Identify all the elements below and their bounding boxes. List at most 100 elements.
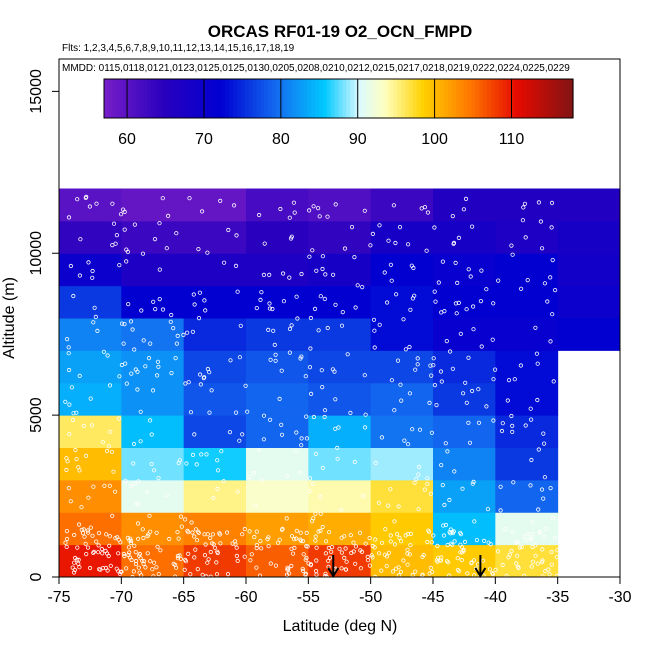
- sample-point: [535, 361, 540, 366]
- sample-point: [323, 551, 328, 556]
- sample-point: [289, 323, 294, 328]
- sample-point: [466, 267, 471, 272]
- sample-point: [484, 287, 489, 292]
- sample-point: [294, 430, 299, 435]
- heatmap-cell: [370, 188, 434, 222]
- sample-point: [101, 349, 107, 354]
- heatmap-cell: [246, 415, 309, 448]
- sample-point: [268, 357, 273, 362]
- sample-point: [348, 532, 353, 538]
- colorbar-swatch: [291, 79, 297, 118]
- sample-point: [218, 198, 223, 203]
- sample-point: [503, 526, 508, 532]
- sample-point: [63, 399, 68, 404]
- sample-point: [432, 382, 437, 388]
- sample-point: [311, 204, 316, 209]
- colorbar-swatch: [279, 79, 285, 118]
- heatmap-cell: [121, 253, 185, 287]
- colorbar-swatch: [123, 79, 129, 118]
- sample-point: [292, 536, 297, 542]
- sample-point: [431, 363, 436, 368]
- flights-label: Flts: 1,2,3,4,5,6,7,8,9,10,11,12,13,14,1…: [62, 43, 295, 54]
- heatmap-cell: [246, 382, 309, 416]
- x-tick-label: -55: [297, 589, 320, 606]
- sample-point: [104, 448, 110, 453]
- sample-point: [73, 447, 78, 453]
- sample-point: [536, 447, 541, 452]
- sample-point: [65, 336, 70, 342]
- sample-point: [413, 569, 418, 574]
- sample-point: [319, 368, 324, 373]
- heatmap-cell: [433, 318, 496, 351]
- sample-point: [552, 287, 558, 293]
- sample-point: [518, 363, 524, 368]
- colorbar-swatch: [416, 79, 422, 118]
- sample-point: [177, 553, 182, 558]
- sample-point: [271, 328, 276, 333]
- heatmap-cell: [59, 447, 122, 481]
- sample-point: [314, 268, 319, 273]
- sample-point: [369, 553, 374, 558]
- sample-point: [554, 573, 560, 579]
- sample-point: [538, 219, 544, 224]
- sample-point: [190, 530, 195, 535]
- sample-point: [478, 298, 483, 304]
- sample-point: [549, 200, 555, 205]
- sample-point: [124, 381, 129, 386]
- sample-point: [205, 366, 210, 372]
- sample-point: [110, 513, 115, 518]
- sample-point: [280, 271, 286, 276]
- sample-point: [402, 438, 407, 443]
- sample-point: [123, 361, 128, 366]
- sample-point: [339, 566, 344, 571]
- sample-point: [267, 306, 272, 311]
- colorbar-swatch: [420, 79, 426, 118]
- sample-point: [72, 532, 77, 538]
- colorbar-frame: [103, 78, 574, 119]
- sample-point: [325, 325, 330, 331]
- colorbar-swatch: [174, 79, 179, 118]
- sample-point: [458, 550, 463, 555]
- heatmap-cell: [246, 285, 309, 319]
- sample-point: [272, 342, 277, 347]
- colorbar-swatch: [393, 79, 398, 118]
- sample-point: [335, 456, 340, 461]
- sample-point: [509, 548, 514, 554]
- sample-point: [109, 449, 115, 454]
- colorbar-swatch: [518, 79, 523, 118]
- sample-point: [145, 551, 150, 556]
- sample-point: [509, 243, 514, 248]
- heatmap-cell: [370, 285, 434, 319]
- sample-point: [420, 554, 425, 559]
- sample-point: [468, 274, 473, 279]
- colorbar-swatch: [506, 79, 512, 118]
- sample-point: [291, 200, 296, 205]
- sample-point: [65, 459, 70, 464]
- sample-point: [106, 444, 112, 449]
- heatmap-cell: [121, 415, 185, 448]
- sample-point: [405, 242, 411, 247]
- heatmap-cell: [246, 188, 309, 222]
- sample-point: [86, 530, 91, 535]
- sample-point: [363, 541, 368, 546]
- sample-point: [286, 566, 291, 572]
- colorbar-swatch: [256, 79, 261, 118]
- colorbar-swatch: [315, 79, 320, 118]
- sample-point: [298, 538, 304, 543]
- sample-point: [318, 511, 323, 516]
- heatmap-cell: [495, 544, 559, 578]
- sample-point: [416, 472, 421, 477]
- sample-point: [463, 380, 468, 385]
- sample-point: [238, 323, 243, 328]
- sample-point: [91, 484, 96, 489]
- sample-point: [390, 569, 396, 574]
- sample-point: [232, 203, 237, 208]
- sample-point: [127, 550, 132, 555]
- sample-point: [287, 350, 292, 355]
- colorbar-swatch: [381, 79, 386, 118]
- sample-point: [128, 540, 134, 546]
- sample-point: [530, 531, 535, 537]
- sample-point: [456, 569, 462, 574]
- sample-point: [304, 530, 309, 536]
- sample-point: [405, 531, 411, 537]
